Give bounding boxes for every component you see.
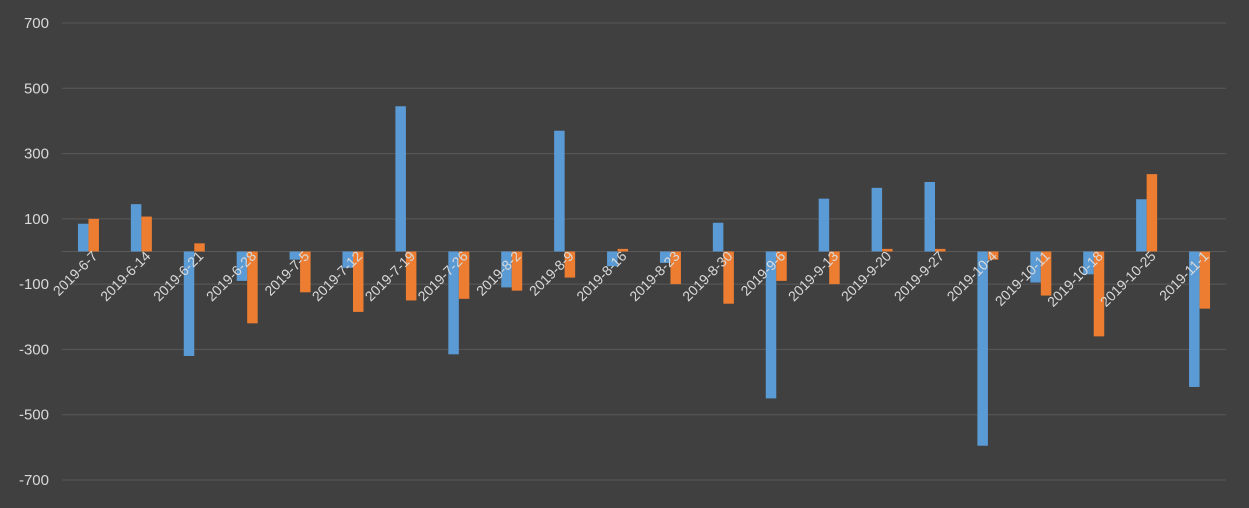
bar-series-2-2019-9-27 — [935, 248, 946, 252]
bar-series-2-2019-9-13 — [829, 251, 840, 285]
bar-series-1-2019-8-9 — [554, 130, 565, 252]
bar-series-2-2019-7-12 — [353, 251, 364, 312]
bar-series-2-2019-8-2 — [511, 251, 523, 291]
y-tick-label: -500 — [19, 407, 49, 424]
bar-series-2-2019-10-4 — [987, 251, 999, 260]
bar-series-2-2019-8-30 — [723, 251, 734, 304]
bar-series-2-2019-6-21 — [194, 243, 205, 252]
bar-series-1-2019-6-28 — [236, 251, 248, 281]
x-tick-label: 2019-6-21 — [150, 248, 207, 305]
x-tick-label: 2019-9-27 — [891, 248, 948, 305]
bar-series-2-2019-6-28 — [247, 251, 258, 324]
bar-series-1-2019-7-26 — [448, 251, 459, 355]
bar-series-1-2019-9-13 — [818, 198, 830, 252]
bar-series-2-2019-7-26 — [458, 251, 470, 299]
bar-series-2-2019-7-19 — [405, 251, 417, 301]
bar-series-2-2019-6-14 — [141, 216, 152, 252]
bar-series-2-2019-8-9 — [564, 251, 576, 278]
bar-series-2-2019-8-16 — [617, 248, 629, 252]
x-tick-label: 2019-10-4 — [944, 248, 1001, 305]
y-tick-label: 100 — [24, 211, 49, 228]
bar-series-2-2019-10-11 — [1040, 251, 1052, 296]
y-tick-label: 700 — [24, 15, 49, 32]
x-tick-label: 2019-6-7 — [50, 248, 101, 299]
bar-series-2-2019-7-5 — [300, 251, 311, 293]
bar-series-2-2019-6-7 — [88, 218, 99, 252]
y-tick-label: -100 — [19, 276, 49, 293]
bar-series-1-2019-9-20 — [871, 187, 883, 252]
x-tick-label: 2019-9-20 — [838, 248, 895, 305]
bar-series-1-2019-8-16 — [607, 251, 618, 267]
bar-series-1-2019-10-4 — [977, 251, 988, 446]
bar-series-1-2019-11-1 — [1189, 251, 1200, 387]
bar-series-1-2019-7-19 — [395, 106, 406, 252]
bar-series-1-2019-10-25 — [1136, 199, 1147, 252]
bar-series-2-2019-9-20 — [882, 248, 893, 252]
bars — [77, 106, 1211, 446]
bar-series-2-2019-9-6 — [776, 251, 787, 281]
bar-series-2-2019-11-1 — [1199, 251, 1211, 309]
bar-series-1-2019-10-18 — [1083, 251, 1094, 275]
bar-series-1-2019-8-23 — [659, 251, 671, 263]
y-axis-ticks: 700 500 300 100 -100 -300 -500 -700 — [19, 15, 49, 489]
y-tick-label: -300 — [19, 341, 49, 358]
bar-series-1-2019-8-30 — [712, 222, 724, 252]
bar-series-1-2019-10-11 — [1030, 251, 1041, 283]
bar-series-2-2019-10-25 — [1146, 174, 1158, 252]
y-tick-label: 500 — [24, 80, 49, 97]
bar-series-1-2019-9-6 — [765, 251, 777, 399]
bar-series-1-2019-6-14 — [130, 204, 142, 252]
x-tick-label: 2019-10-25 — [1097, 248, 1159, 310]
bar-series-2-2019-10-18 — [1093, 251, 1105, 337]
x-tick-label: 2019-6-14 — [97, 248, 154, 305]
bar-series-2-2019-8-23 — [670, 251, 681, 285]
x-tick-label: 2019-8-16 — [573, 248, 630, 305]
y-tick-label: 300 — [24, 146, 49, 163]
bar-series-1-2019-9-27 — [924, 181, 935, 252]
gridlines — [62, 22, 1226, 481]
y-tick-label: -700 — [19, 472, 49, 489]
bar-series-1-2019-6-21 — [183, 251, 195, 356]
bar-series-1-2019-8-2 — [501, 251, 512, 288]
bar-series-1-2019-6-7 — [77, 223, 89, 252]
bar-series-1-2019-7-5 — [289, 251, 301, 260]
bar-series-1-2019-7-12 — [342, 251, 353, 268]
